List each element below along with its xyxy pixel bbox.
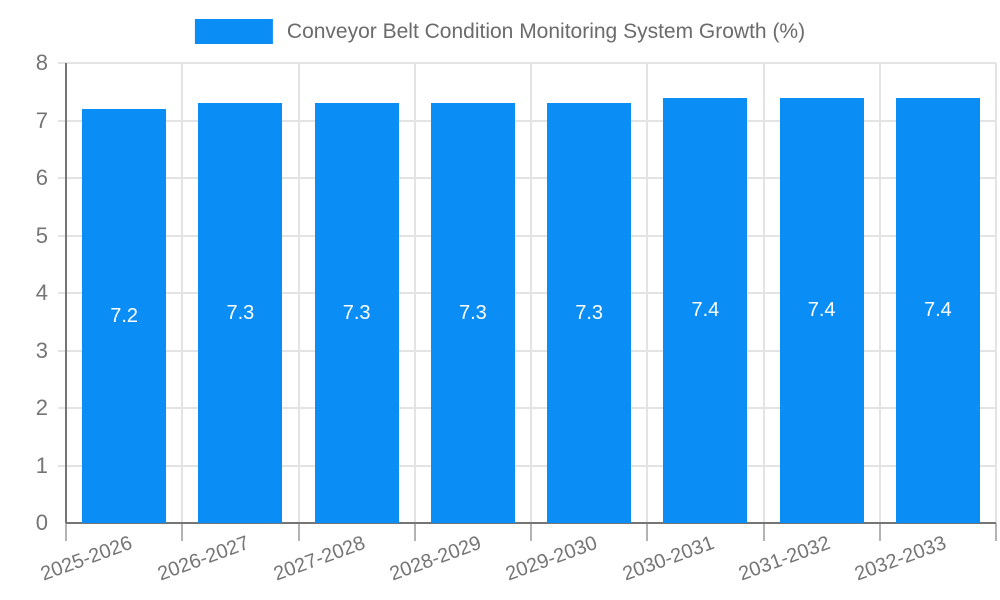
x-tick-mark (762, 523, 765, 541)
y-tick-label: 2 (35, 395, 48, 420)
x-grid-line (878, 63, 881, 523)
bar[interactable]: 7.3 (314, 103, 399, 523)
y-grid-line (58, 292, 996, 294)
x-tick-label: 2030-2031 (619, 532, 717, 586)
bar-value-label: 7.4 (807, 298, 836, 321)
bar[interactable]: 7.3 (430, 103, 515, 523)
bar-value-label: 7.2 (110, 304, 139, 327)
y-grid-line (58, 349, 996, 352)
y-tick-label: 6 (35, 165, 48, 190)
x-tick-mark (878, 523, 881, 541)
y-tick-label: 1 (35, 452, 48, 478)
x-tick-label: 2025-2026 (38, 532, 136, 586)
x-grid-line (181, 63, 184, 523)
y-tick-label: 5 (35, 222, 48, 248)
x-tick-mark (297, 523, 300, 541)
bar-value-label: 7.4 (923, 298, 952, 321)
x-grid-line (646, 63, 649, 523)
x-tick-label: 2032-2033 (851, 532, 950, 586)
bar-value-label: 7.3 (342, 301, 371, 324)
bar[interactable]: 7.4 (779, 97, 864, 523)
x-tick-mark (995, 523, 997, 541)
x-grid-line (297, 63, 300, 523)
bar-value-label: 7.3 (226, 301, 255, 324)
y-grid-line (58, 62, 996, 64)
x-tick-mark (65, 523, 67, 541)
x-grid-line (413, 63, 416, 523)
x-tick-label: 2029-2030 (503, 532, 601, 586)
x-tick-label: 2031-2032 (735, 532, 834, 586)
x-grid-line (995, 63, 997, 523)
y-tick-label: 0 (35, 510, 48, 535)
y-tick-label: 4 (35, 280, 48, 305)
y-grid-line (58, 407, 996, 409)
bar[interactable]: 7.4 (663, 97, 748, 523)
legend-swatch (194, 19, 273, 44)
chart-legend[interactable]: Conveyor Belt Condition Monitoring Syste… (194, 19, 806, 44)
bar-value-label: 7.3 (575, 301, 604, 324)
y-grid-line (58, 177, 996, 179)
x-tick-label: 2028-2029 (386, 532, 485, 586)
y-grid-line (58, 234, 996, 237)
x-tick-label: 2027-2028 (270, 532, 369, 586)
x-tick-mark (646, 523, 649, 541)
bar[interactable]: 7.2 (82, 109, 167, 523)
y-tick-label: 8 (35, 50, 48, 75)
legend-label: Conveyor Belt Condition Monitoring Syste… (286, 19, 806, 43)
x-axis-line (66, 522, 996, 524)
x-tick-mark (530, 523, 532, 541)
bar[interactable]: 7.4 (895, 97, 980, 523)
bar-value-label: 7.4 (691, 298, 720, 321)
x-tick-label: 2026-2027 (154, 532, 252, 586)
x-grid-line (762, 63, 765, 523)
x-grid-line (530, 63, 532, 523)
bar[interactable]: 7.3 (547, 103, 632, 523)
y-axis-line (65, 63, 67, 523)
bar-value-label: 7.3 (458, 301, 487, 324)
y-grid-line (58, 119, 996, 122)
x-tick-mark (181, 523, 184, 541)
y-tick-label: 3 (35, 337, 48, 363)
y-grid-line (58, 464, 996, 467)
bar[interactable]: 7.3 (198, 103, 283, 523)
y-tick-label: 7 (35, 107, 48, 133)
x-tick-mark (413, 523, 416, 541)
